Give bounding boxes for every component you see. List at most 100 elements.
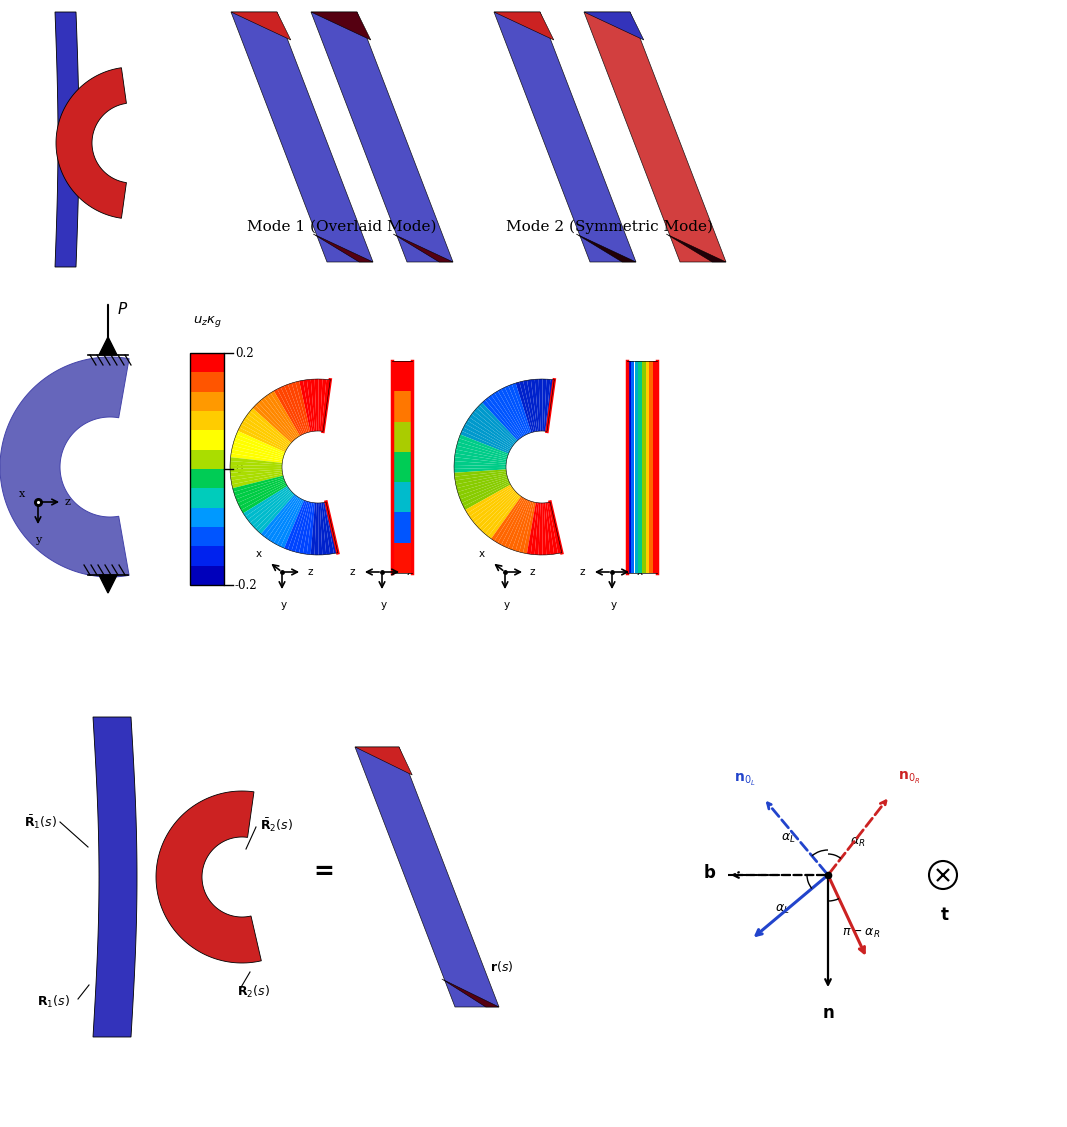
Polygon shape (234, 477, 284, 496)
Polygon shape (248, 489, 290, 523)
Polygon shape (515, 502, 532, 552)
Text: $\mathbf{t}$: $\mathbf{t}$ (940, 907, 950, 924)
Polygon shape (530, 503, 539, 554)
Polygon shape (488, 496, 521, 539)
Polygon shape (535, 503, 541, 554)
Polygon shape (462, 481, 510, 506)
Polygon shape (230, 458, 283, 464)
Polygon shape (250, 408, 291, 444)
Polygon shape (299, 380, 312, 432)
Polygon shape (274, 389, 301, 436)
Polygon shape (323, 503, 334, 554)
Bar (392, 482, 412, 513)
Bar (392, 391, 412, 421)
Polygon shape (508, 384, 529, 434)
Polygon shape (458, 438, 508, 456)
Polygon shape (547, 503, 558, 554)
Polygon shape (523, 380, 536, 432)
Polygon shape (474, 490, 515, 526)
Bar (392, 543, 412, 573)
Text: $\bar{\mathbf{R}}_1(s)$: $\bar{\mathbf{R}}_1(s)$ (25, 814, 57, 831)
Text: $\mathbf{R}_1(s)$: $\mathbf{R}_1(s)$ (37, 994, 70, 1010)
Polygon shape (498, 389, 525, 436)
Polygon shape (299, 503, 312, 553)
Polygon shape (267, 496, 299, 541)
Polygon shape (479, 402, 517, 442)
Polygon shape (270, 391, 300, 436)
Polygon shape (0, 357, 129, 577)
Text: y: y (381, 600, 387, 610)
Polygon shape (474, 408, 515, 444)
Polygon shape (264, 496, 298, 539)
Polygon shape (241, 485, 287, 513)
Polygon shape (477, 406, 516, 443)
Polygon shape (320, 379, 327, 432)
Polygon shape (544, 503, 551, 554)
Bar (392, 513, 412, 543)
Polygon shape (542, 379, 546, 431)
Bar (642, 361, 646, 573)
Polygon shape (277, 499, 303, 547)
Polygon shape (232, 474, 283, 488)
Polygon shape (455, 461, 506, 467)
Text: $\mathbf{n}$: $\mathbf{n}$ (822, 1005, 834, 1022)
Bar (190, 469, 224, 488)
Polygon shape (232, 450, 283, 461)
Text: x: x (479, 549, 485, 559)
Polygon shape (245, 487, 289, 520)
Bar (190, 353, 224, 585)
Polygon shape (230, 468, 282, 473)
Polygon shape (355, 747, 412, 775)
Polygon shape (460, 480, 509, 503)
Polygon shape (545, 380, 554, 432)
Polygon shape (491, 496, 523, 541)
Polygon shape (394, 234, 453, 261)
Bar (190, 547, 224, 566)
Polygon shape (479, 492, 517, 532)
Polygon shape (236, 480, 285, 503)
Polygon shape (584, 12, 643, 39)
Bar (627, 361, 631, 573)
Text: $\alpha_L$: $\alpha_L$ (781, 832, 796, 845)
Polygon shape (539, 379, 542, 431)
Polygon shape (460, 431, 509, 454)
Polygon shape (55, 68, 126, 219)
Text: y: y (281, 600, 287, 610)
Polygon shape (310, 379, 317, 432)
Polygon shape (236, 431, 285, 454)
Polygon shape (484, 495, 520, 536)
Polygon shape (307, 380, 315, 432)
Text: z: z (350, 567, 355, 577)
Text: +: + (161, 860, 182, 884)
Polygon shape (539, 503, 542, 554)
Polygon shape (288, 500, 307, 551)
Polygon shape (232, 445, 283, 460)
Polygon shape (512, 500, 531, 551)
Polygon shape (457, 442, 508, 459)
Text: x: x (407, 567, 413, 577)
Polygon shape (527, 503, 538, 554)
Bar (638, 361, 642, 573)
Polygon shape (455, 453, 507, 463)
Polygon shape (284, 500, 305, 550)
Polygon shape (306, 503, 315, 554)
Polygon shape (310, 12, 453, 261)
Polygon shape (310, 12, 371, 39)
Polygon shape (250, 490, 291, 526)
Polygon shape (459, 435, 509, 455)
Polygon shape (261, 495, 296, 536)
Polygon shape (531, 380, 539, 432)
Polygon shape (241, 420, 287, 450)
Text: $\pi-\alpha_R$: $\pi-\alpha_R$ (842, 928, 880, 940)
Bar (631, 361, 635, 573)
Polygon shape (296, 381, 310, 433)
Polygon shape (321, 503, 330, 554)
Polygon shape (458, 477, 508, 496)
Text: x: x (19, 489, 26, 499)
Polygon shape (55, 12, 79, 267)
Polygon shape (93, 717, 137, 1037)
Polygon shape (494, 391, 524, 436)
Polygon shape (463, 424, 511, 451)
Polygon shape (508, 500, 529, 550)
Polygon shape (239, 483, 287, 509)
